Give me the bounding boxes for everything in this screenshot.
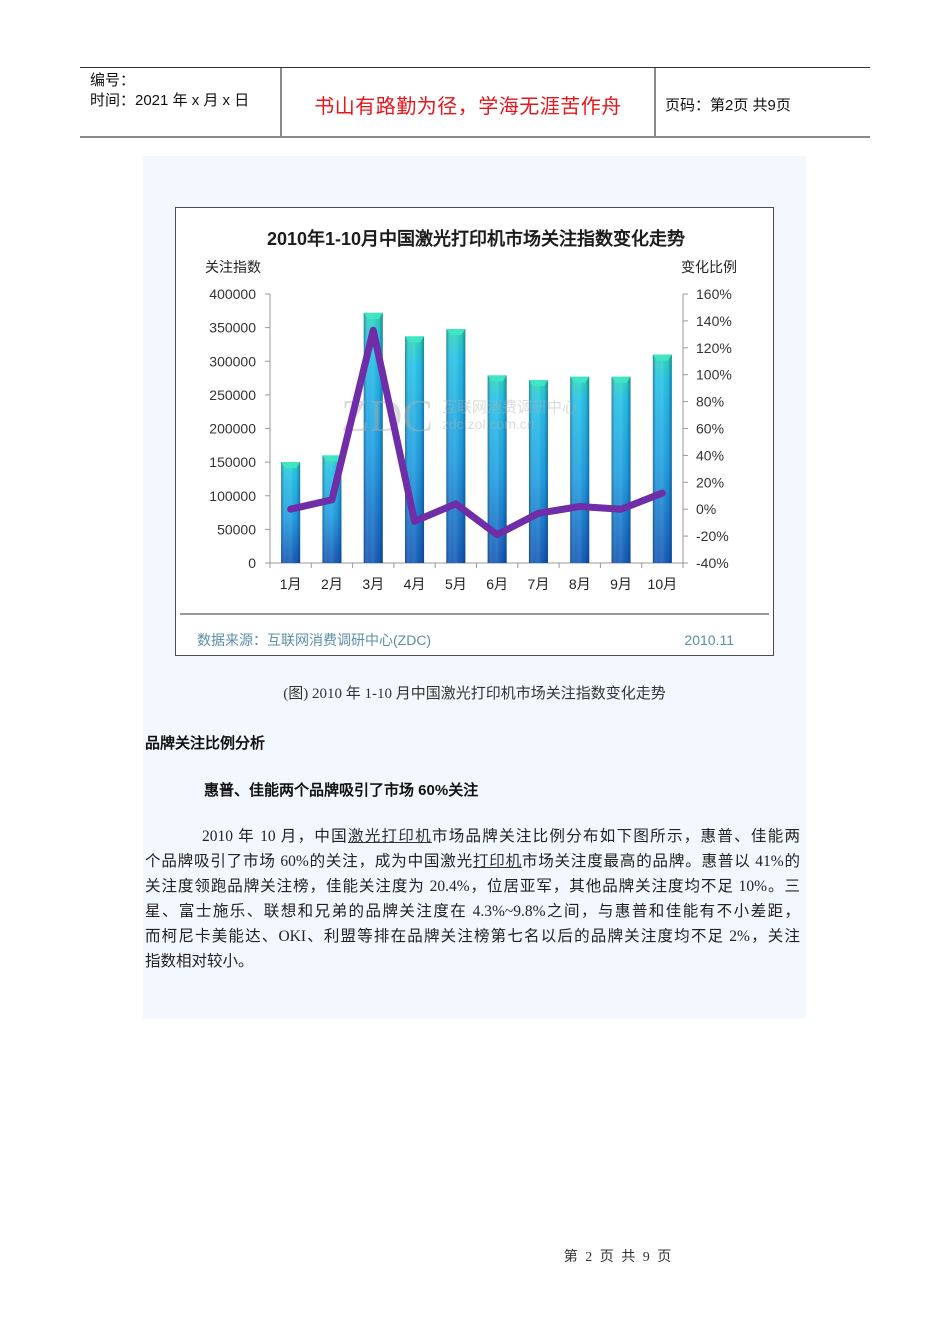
- header-meta: 编号： 时间：2021 年 x 月 x 日: [90, 71, 249, 111]
- link-printer[interactable]: 打印机: [472, 853, 522, 870]
- text-run: 2010 年 10 月，中国: [202, 828, 348, 845]
- body-paragraph: 2010 年 10 月，中国激光打印机市场品牌关注比例分布如下图所示，惠普、佳能…: [145, 824, 800, 974]
- right-tick-label: 20%: [696, 474, 724, 490]
- x-tick-label: 2月: [321, 576, 343, 592]
- header-page-info: 页码：第2页 共9页: [665, 97, 791, 114]
- right-axis-title: 变化比例: [681, 259, 737, 275]
- left-tick-label: 350000: [209, 320, 256, 336]
- text-run: 个品牌吸引了市场 60%的关注，成为中国激光: [145, 853, 473, 870]
- right-tick-label: 60%: [696, 421, 724, 437]
- right-tick-label: 0%: [696, 501, 716, 517]
- watermark-name: 互联网消费调研中心: [442, 399, 577, 416]
- left-tick-label: 150000: [209, 454, 256, 470]
- x-tick-label: 4月: [404, 576, 426, 592]
- left-tick-label: 400000: [209, 286, 256, 302]
- paragraph-line: 关注度领跑品牌关注榜，佳能关注度为 20.4%，位居亚军，其他品牌关注度均不足 …: [145, 878, 800, 895]
- left-tick-label: 100000: [209, 488, 256, 504]
- serial-label: 编号：: [90, 72, 136, 89]
- left-axis-title: 关注指数: [205, 259, 261, 275]
- right-tick-label: -20%: [696, 528, 729, 544]
- chart-date: 2010.11: [684, 632, 734, 648]
- left-tick-label: 200000: [209, 421, 256, 437]
- figure-caption: (图) 2010 年 1-10 月中国激光打印机市场关注指数变化走势: [283, 686, 666, 702]
- x-tick-label: 7月: [528, 576, 550, 592]
- right-tick-label: 160%: [696, 286, 732, 302]
- x-tick-label: 8月: [569, 576, 591, 592]
- left-tick-label: 50000: [217, 521, 256, 537]
- change-ratio-line: [287, 326, 666, 539]
- paragraph-line: 星、富士施乐、联想和兄弟的品牌关注度在 4.3%~9.8%之间，与惠普和佳能有不…: [145, 903, 800, 920]
- paragraph-line: 而柯尼卡美能达、OKI、利盟等排在品牌关注榜第七名以后的品牌关注度均不足 2%，…: [145, 928, 800, 945]
- paragraph-line: 个品牌吸引了市场 60%的关注，成为中国激光打印机市场关注度最高的品牌。惠普以 …: [145, 849, 800, 874]
- header-divider: [280, 68, 282, 136]
- sub-title: 惠普、佳能两个品牌吸引了市场 60%关注: [204, 782, 479, 799]
- date-label: 时间：2021 年 x 月 x 日: [90, 92, 250, 109]
- watermark-url: zdc.zol.com.cn: [442, 416, 535, 432]
- x-tick-label: 10月: [648, 576, 678, 592]
- chart-figure: 2010年1-10月中国激光打印机市场关注指数变化走势 关注指数 变化比例 0 5000…: [175, 207, 774, 656]
- left-tick-label: 0: [248, 555, 256, 571]
- text-run: 市场关注度最高的品牌。惠普以 41%的: [521, 853, 800, 870]
- header-divider: [654, 68, 656, 136]
- link-laser-printer[interactable]: 激光打印机: [347, 828, 432, 845]
- section-title: 品牌关注比例分析: [145, 735, 266, 752]
- header-motto: 书山有路勤为径，学海无涯苦作舟: [314, 96, 622, 118]
- x-tick-label: 1月: [280, 576, 302, 592]
- chart-source: 数据来源：互联网消费调研中心(ZDC): [197, 632, 431, 648]
- x-tick-label: 5月: [445, 576, 467, 592]
- right-tick-label: 140%: [696, 313, 732, 329]
- x-tick-label: 3月: [362, 576, 384, 592]
- text-run: 市场品牌关注比例分布如下图所示，惠普、佳能两: [431, 828, 800, 845]
- x-tick-label: 6月: [486, 576, 508, 592]
- right-tick-label: 120%: [696, 340, 732, 356]
- right-tick-label: -40%: [696, 555, 729, 571]
- right-tick-label: 40%: [696, 447, 724, 463]
- x-tick-label: 9月: [610, 576, 632, 592]
- content-panel: 2010年1-10月中国激光打印机市场关注指数变化走势 关注指数 变化比例 0 5000…: [143, 156, 806, 1019]
- paragraph-line: 指数相对较小。: [145, 953, 254, 970]
- left-tick-label: 300000: [209, 353, 256, 369]
- page-header: 编号： 时间：2021 年 x 月 x 日 书山有路勤为径，学海无涯苦作舟 页码…: [80, 67, 870, 138]
- left-tick-label: 250000: [209, 387, 256, 403]
- chart-title: 2010年1-10月中国激光打印机市场关注指数变化走势: [267, 228, 685, 249]
- paragraph-line: 2010 年 10 月，中国激光打印机市场品牌关注比例分布如下图所示，惠普、佳能…: [145, 824, 800, 849]
- page-footer: 第 2 页 共 9 页: [563, 1250, 672, 1265]
- right-tick-label: 100%: [696, 367, 732, 383]
- right-tick-label: 80%: [696, 394, 724, 410]
